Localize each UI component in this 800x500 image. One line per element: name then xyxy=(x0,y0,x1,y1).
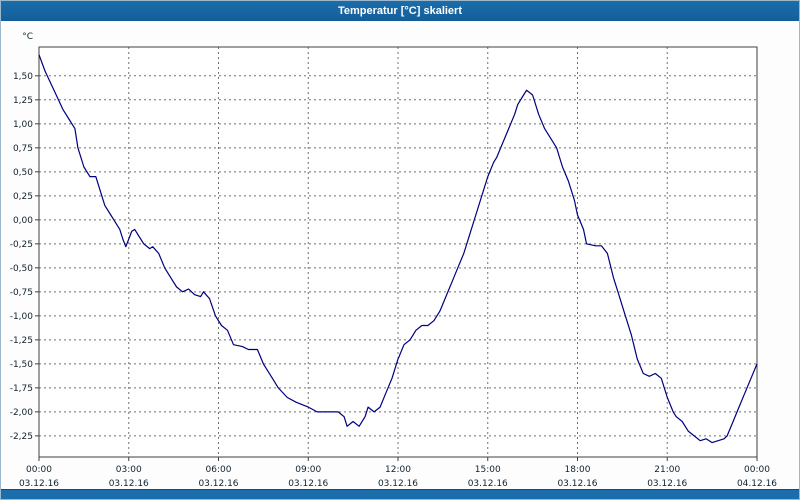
x-tick-date-label: 03.12.16 xyxy=(288,479,328,489)
x-tick-time-label: 12:00 xyxy=(385,465,411,475)
temperature-line-series xyxy=(38,54,758,444)
y-tick-label: 0,50 xyxy=(13,168,33,178)
y-tick-label: -0,50 xyxy=(10,264,34,274)
y-tick-label: -1,00 xyxy=(10,312,34,322)
x-tick-date-label: 03.12.16 xyxy=(378,479,418,489)
y-tick-label: -0,25 xyxy=(10,240,33,250)
y-tick-label: -1,75 xyxy=(10,384,33,394)
y-axis-unit-label: °C xyxy=(22,32,33,42)
x-tick-date-label: 03.12.16 xyxy=(647,479,687,489)
x-tick-date-label: 03.12.16 xyxy=(109,479,149,489)
bottom-scrollbar-strip[interactable] xyxy=(1,489,799,499)
x-tick-time-label: 18:00 xyxy=(565,465,591,475)
x-tick-time-label: 09:00 xyxy=(295,465,321,475)
x-tick-time-label: 06:00 xyxy=(206,465,232,475)
chart-canvas: 1,50 1,25 1,00 0,75 0,50 0,25 0,00 -0,25 -0,50 -0… xyxy=(10,32,778,489)
plot-border xyxy=(38,46,758,458)
y-tick-label: 1,25 xyxy=(13,96,33,106)
x-tick-date-label: 03.12.16 xyxy=(468,479,508,489)
x-tick-date-label: 04.12.16 xyxy=(737,479,777,489)
y-tick-label: 0,00 xyxy=(13,216,33,226)
x-tick-date-label: 03.12.16 xyxy=(198,479,238,489)
y-tick-label: 1,50 xyxy=(13,72,33,82)
x-tick-time-label: 00:00 xyxy=(744,465,770,475)
window-title-bar[interactable]: Temperatur [°C] skaliert xyxy=(1,1,799,21)
x-tick-time-label: 21:00 xyxy=(654,465,680,475)
y-tick-label: -1,25 xyxy=(10,336,33,346)
x-tick-time-label: 03:00 xyxy=(116,465,142,475)
window-title: Temperatur [°C] skaliert xyxy=(337,5,462,17)
x-tick-date-label: 03.12.16 xyxy=(19,479,59,489)
y-tick-label: 0,75 xyxy=(13,144,33,154)
y-tick-label: -1,50 xyxy=(10,360,34,370)
temperature-chart: 1,50 1,25 1,00 0,75 0,50 0,25 0,00 -0,25 -0,50 -0… xyxy=(1,21,799,491)
y-tick-label: 1,00 xyxy=(13,120,33,130)
y-tick-label: -2,00 xyxy=(10,408,34,418)
x-tick-date-label: 03.12.16 xyxy=(557,479,597,489)
y-tick-label: -0,75 xyxy=(10,288,33,298)
x-tick-time-label: 15:00 xyxy=(475,465,501,475)
y-tick-label: 0,25 xyxy=(13,192,33,202)
y-tick-label: -2,25 xyxy=(10,432,33,442)
x-tick-time-label: 00:00 xyxy=(26,465,52,475)
